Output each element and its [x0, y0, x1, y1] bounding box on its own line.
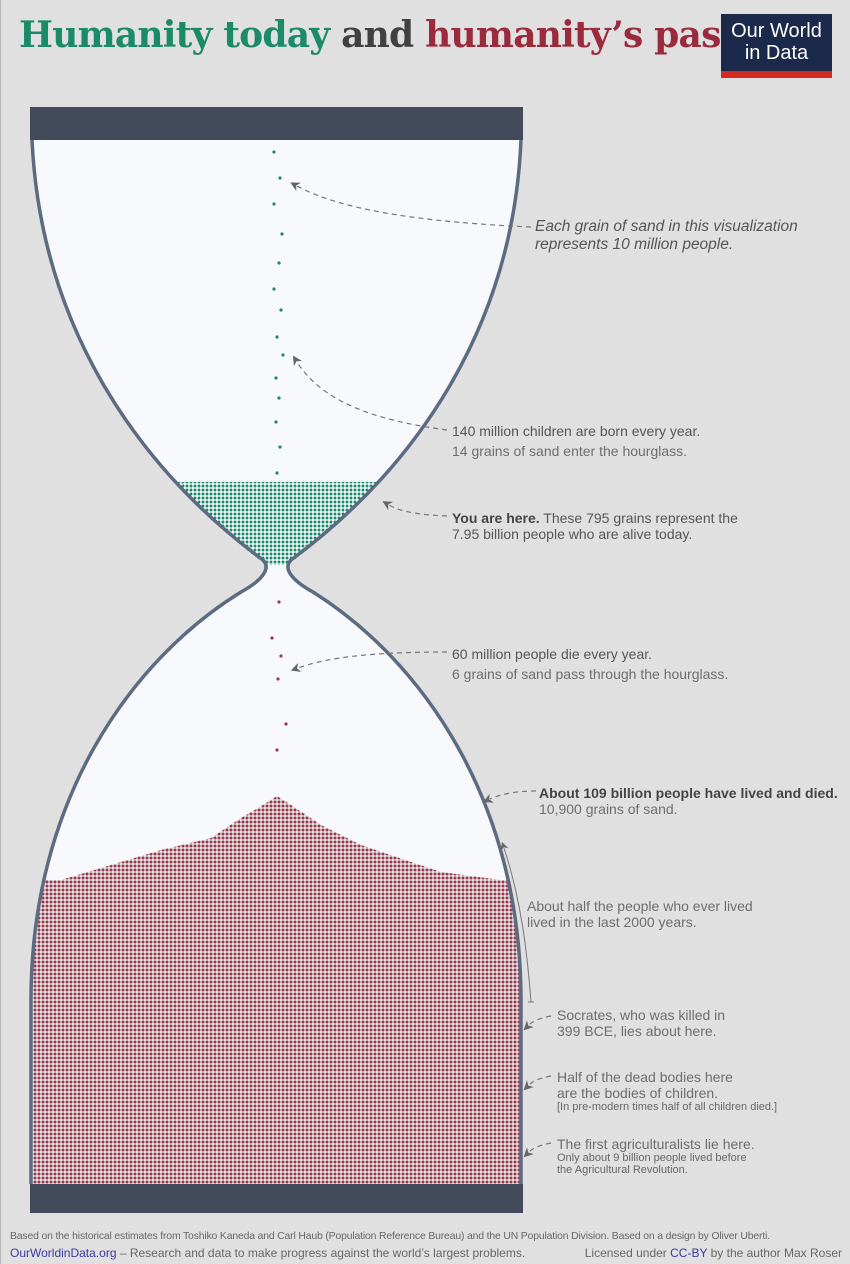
children-note: [In pre-modern times half of all childre…	[557, 1101, 778, 1113]
annotation-grain-scale: Each grain of sand in this visualization…	[535, 218, 798, 254]
annotation-half-last-2000: About half the people who ever lived liv…	[527, 898, 753, 930]
logo-accent-bar	[721, 71, 832, 78]
footer-site: OurWorldinData.org – Research and data t…	[10, 1246, 525, 1260]
total-line2: 10,900 grains of sand.	[539, 801, 678, 817]
dead-grains	[31, 796, 521, 1184]
falling-deaths	[270, 600, 288, 752]
owid-logo[interactable]: Our World in Data	[721, 14, 832, 78]
deaths-line1: 60 million people die every year.	[452, 646, 653, 662]
footer-tagline: – Research and data to make progress aga…	[116, 1246, 526, 1260]
children-line2: are the bodies of children.	[557, 1085, 719, 1101]
deaths-line2: 6 grains of sand pass through the hourgl…	[452, 666, 729, 682]
half-line1: About half the people who ever lived	[527, 898, 753, 914]
socrates-line1: Socrates, who was killed in	[557, 1007, 726, 1023]
grain-line2: represents 10 million people.	[535, 236, 734, 253]
agri-line1: The first agriculturalists lie here.	[557, 1136, 755, 1152]
title-and: and	[329, 14, 426, 56]
page-title: Humanity today and humanity’s past	[19, 14, 737, 56]
here-bold: You are here.	[452, 510, 540, 526]
annotation-births: 140 million children are born every year…	[452, 423, 700, 459]
agri-line3: the Agricultural Revolution.	[557, 1164, 688, 1176]
license-suffix: by the author Max Roser	[707, 1246, 842, 1260]
glass-top-cap	[30, 107, 523, 140]
agri-line2: Only about 9 billion people lived before	[557, 1152, 747, 1164]
annotation-children: Half of the dead bodies here are the bod…	[557, 1069, 777, 1113]
annotation-socrates: Socrates, who was killed in 399 BCE, lie…	[557, 1007, 725, 1039]
here-rest: These 795 grains represent the	[539, 510, 738, 526]
logo-line1: Our World	[731, 20, 822, 42]
annotation-total-dead: About 109 billion people have lived and …	[539, 785, 838, 817]
births-line2: 14 grains of sand enter the hourglass.	[452, 443, 688, 459]
title-past: humanity’s past	[425, 14, 737, 56]
here-line2: 7.95 billion people who are alive today.	[452, 526, 693, 542]
half-line2: lived in the last 2000 years.	[527, 914, 697, 930]
grain-line1: Each grain of sand in this visualization	[535, 218, 798, 235]
logo-line2: in Data	[744, 42, 809, 64]
site-link[interactable]: OurWorldinData.org	[10, 1246, 117, 1260]
glass-bottom-cap	[30, 1184, 523, 1213]
license-link[interactable]: CC-BY	[670, 1246, 708, 1260]
annotation-agriculturalists: The first agriculturalists lie here. Onl…	[557, 1136, 755, 1176]
title-today: Humanity today	[19, 14, 330, 56]
glass-outline	[29, 139, 523, 1184]
falling-births	[272, 150, 285, 475]
births-line1: 140 million children are born every year…	[452, 423, 701, 439]
socrates-line2: 399 BCE, lies about here.	[557, 1023, 717, 1039]
annotation-deaths: 60 million people die every year. 6 grai…	[452, 646, 728, 682]
living-grains	[101, 482, 461, 565]
total-bold: About 109 billion people have lived and …	[539, 785, 838, 801]
footer-license: Licensed under CC-BY by the author Max R…	[585, 1246, 842, 1260]
annotation-you-are-here: You are here. These 795 grains represent…	[452, 510, 738, 542]
footer-sources: Based on the historical estimates from T…	[10, 1231, 770, 1242]
children-line1: Half of the dead bodies here	[557, 1069, 733, 1085]
license-prefix: Licensed under	[584, 1246, 671, 1260]
